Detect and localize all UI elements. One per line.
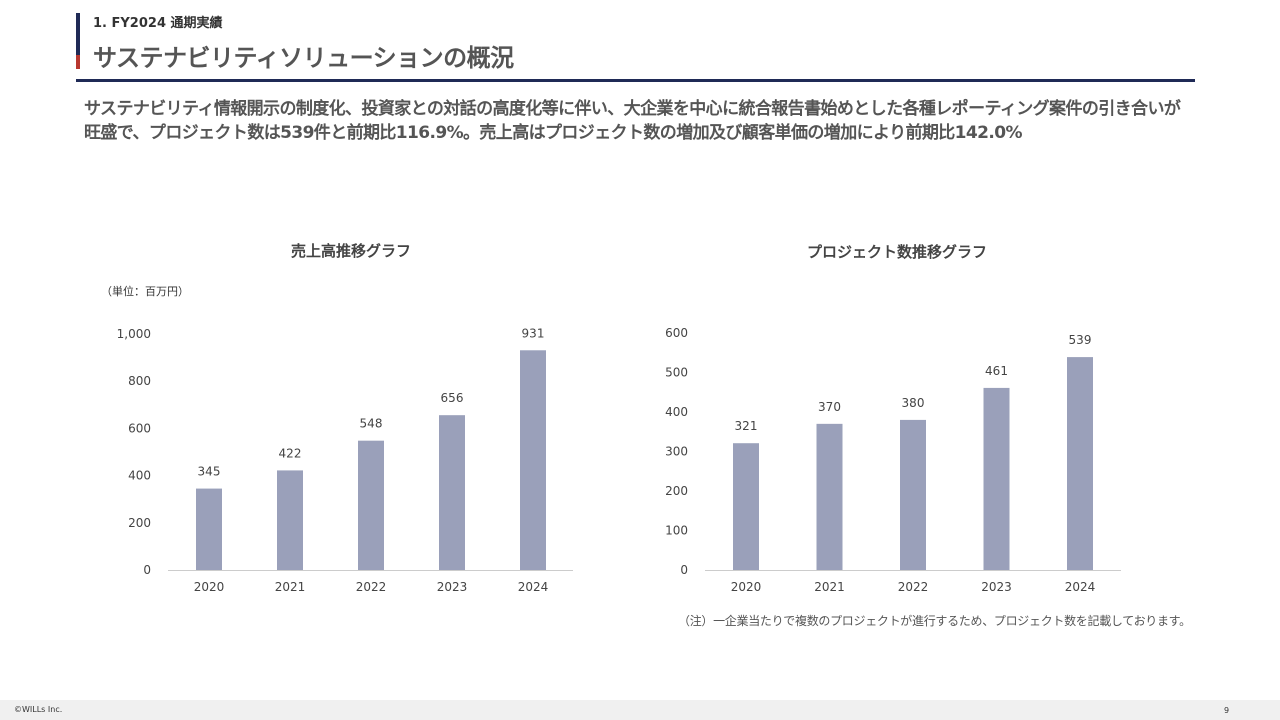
sales-category-label: 2022 (356, 580, 387, 594)
projects-bar-2020 (733, 443, 759, 570)
projects-bar-2021 (816, 423, 843, 570)
sales-y-tick-label: 200 (128, 516, 151, 530)
projects-data-label: 380 (902, 396, 925, 410)
projects-category-label: 2021 (814, 580, 845, 594)
projects-y-tick-label: 0 (680, 563, 688, 577)
page-number: 9 (1224, 706, 1230, 715)
sales-bar-2022 (358, 440, 384, 570)
footnote: （注）一企業当たりで複数のプロジェクトが進行するため、プロジェクト数を記載してお… (678, 614, 1191, 628)
projects-category-label: 2024 (1065, 580, 1096, 594)
accent-bar-navy (76, 13, 80, 55)
sales-data-label: 345 (198, 465, 221, 479)
sales-y-tick-label: 0 (143, 563, 151, 577)
sales-bar-2023 (439, 415, 465, 570)
sales-chart-title: 売上高推移グラフ (291, 242, 412, 260)
sales-y-tick-label: 1,000 (117, 327, 151, 341)
footer-bar (0, 700, 1280, 720)
projects-data-label: 370 (818, 400, 841, 414)
projects-bar-2022 (900, 419, 926, 570)
sales-y-tick-label: 800 (128, 374, 151, 388)
projects-y-tick-label: 600 (665, 326, 688, 340)
sales-chart-unit: （単位：百万円） (101, 285, 189, 298)
projects-category-label: 2020 (731, 580, 762, 594)
title-accent-bar (76, 13, 80, 69)
projects-y-tick-label: 100 (665, 524, 688, 538)
sales-bar-2024 (520, 350, 546, 570)
projects-y-tick-label: 400 (665, 405, 688, 419)
sales-y-tick-label: 400 (128, 469, 151, 483)
section-label: 1. FY2024 通期実績 (93, 16, 223, 31)
sales-bar-2020 (196, 488, 222, 570)
accent-bar-red (76, 55, 80, 69)
sales-category-label: 2023 (437, 580, 468, 594)
projects-y-tick-label: 300 (665, 445, 688, 459)
copyright: ©WILLs Inc. (14, 705, 63, 714)
lead-paragraph: サステナビリティ情報開示の制度化、投資家との対話の高度化等に伴い、大企業を中心に… (84, 99, 1181, 143)
sales-y-tick-label: 600 (128, 421, 151, 435)
sales-bar-2021 (277, 470, 303, 570)
projects-data-label: 539 (1069, 333, 1092, 347)
projects-data-label: 321 (735, 419, 758, 433)
sales-category-label: 2024 (518, 580, 549, 594)
projects-category-label: 2023 (981, 580, 1012, 594)
sales-data-label: 548 (360, 417, 383, 431)
projects-y-tick-label: 500 (665, 366, 688, 380)
page-title: サステナビリティソリューションの概況 (93, 44, 514, 72)
sales-data-label: 931 (522, 326, 545, 340)
projects-category-label: 2022 (898, 580, 929, 594)
projects-bar-2024 (1067, 357, 1093, 570)
projects-y-tick-label: 200 (665, 484, 688, 498)
sales-category-label: 2020 (194, 580, 225, 594)
projects-bar-2023 (983, 387, 1010, 570)
projects-data-label: 461 (985, 364, 1008, 378)
projects-chart-title: プロジェクト数推移グラフ (807, 243, 988, 261)
sales-data-label: 656 (441, 391, 464, 405)
sales-data-label: 422 (279, 446, 302, 460)
title-divider (76, 79, 1195, 82)
sales-category-label: 2021 (275, 580, 306, 594)
